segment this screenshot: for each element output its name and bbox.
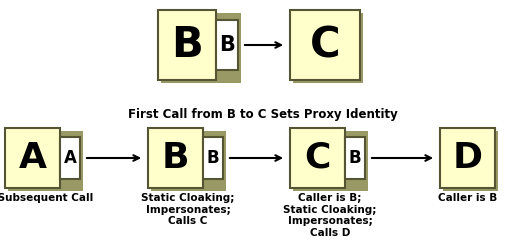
Bar (151, 131, 226, 191)
Bar (443, 131, 498, 191)
Text: A Subsequent Call: A Subsequent Call (0, 193, 93, 203)
Text: A: A (18, 141, 47, 175)
Bar (5, 128, 60, 188)
Text: Caller is B: Caller is B (438, 193, 498, 203)
Text: C: C (304, 141, 331, 175)
Text: A: A (64, 149, 77, 167)
Text: D: D (453, 141, 482, 175)
Bar (290, 128, 345, 188)
Text: B: B (219, 35, 235, 55)
Bar (148, 128, 203, 188)
Text: B: B (162, 141, 189, 175)
Text: Static Cloaking;
Impersonates;
Calls C: Static Cloaking; Impersonates; Calls C (141, 193, 235, 226)
Bar (440, 128, 495, 188)
Bar (345, 137, 365, 179)
Text: Caller is B;
Static Cloaking;
Impersonates;
Calls D: Caller is B; Static Cloaking; Impersonat… (284, 193, 377, 238)
Bar (161, 13, 241, 83)
Text: C: C (310, 24, 340, 66)
Bar (293, 13, 363, 83)
Text: B: B (171, 24, 203, 66)
Text: B: B (349, 149, 361, 167)
Bar (290, 10, 360, 80)
Bar (203, 137, 223, 179)
Text: First Call from B to C Sets Proxy Identity: First Call from B to C Sets Proxy Identi… (128, 108, 398, 121)
Bar (60, 137, 80, 179)
Bar (216, 20, 238, 70)
Bar (8, 131, 83, 191)
Bar (158, 10, 216, 80)
Bar (293, 131, 368, 191)
Text: B: B (207, 149, 219, 167)
